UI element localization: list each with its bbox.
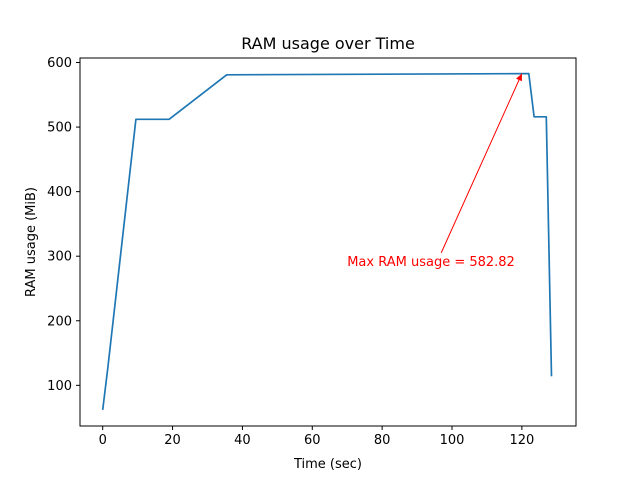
annotation-label: Max RAM usage = 582.82 bbox=[347, 255, 515, 270]
x-tick-label: 40 bbox=[234, 433, 251, 448]
annotation-layer: Max RAM usage = 582.82 bbox=[347, 73, 523, 270]
y-axis-ticks: 100 200 300 400 500 600 bbox=[47, 56, 80, 394]
y-tick-label: 100 bbox=[47, 379, 72, 394]
y-tick-label: 600 bbox=[47, 56, 72, 71]
annotation-arrow bbox=[440, 73, 523, 254]
annotation-arrowhead bbox=[516, 73, 522, 82]
y-tick-label: 200 bbox=[47, 314, 72, 329]
y-axis-label: RAM usage (MiB) bbox=[24, 187, 39, 297]
x-axis-label: Time (sec) bbox=[293, 457, 362, 472]
x-axis-ticks: 0 20 40 60 80 100 120 bbox=[99, 426, 534, 448]
series-line bbox=[101, 72, 553, 411]
x-tick-label: 0 bbox=[99, 433, 107, 448]
x-tick-label: 100 bbox=[440, 433, 465, 448]
plot-frame bbox=[79, 57, 577, 427]
x-tick-label: 80 bbox=[374, 433, 391, 448]
series-layer bbox=[101, 72, 553, 411]
y-tick-label: 500 bbox=[47, 121, 72, 136]
x-tick-label: 60 bbox=[304, 433, 321, 448]
y-tick-label: 400 bbox=[47, 185, 72, 200]
x-tick-label: 20 bbox=[164, 433, 181, 448]
y-tick-label: 300 bbox=[47, 250, 72, 265]
x-tick-label: 120 bbox=[509, 433, 534, 448]
chart-title: RAM usage over Time bbox=[241, 34, 415, 53]
